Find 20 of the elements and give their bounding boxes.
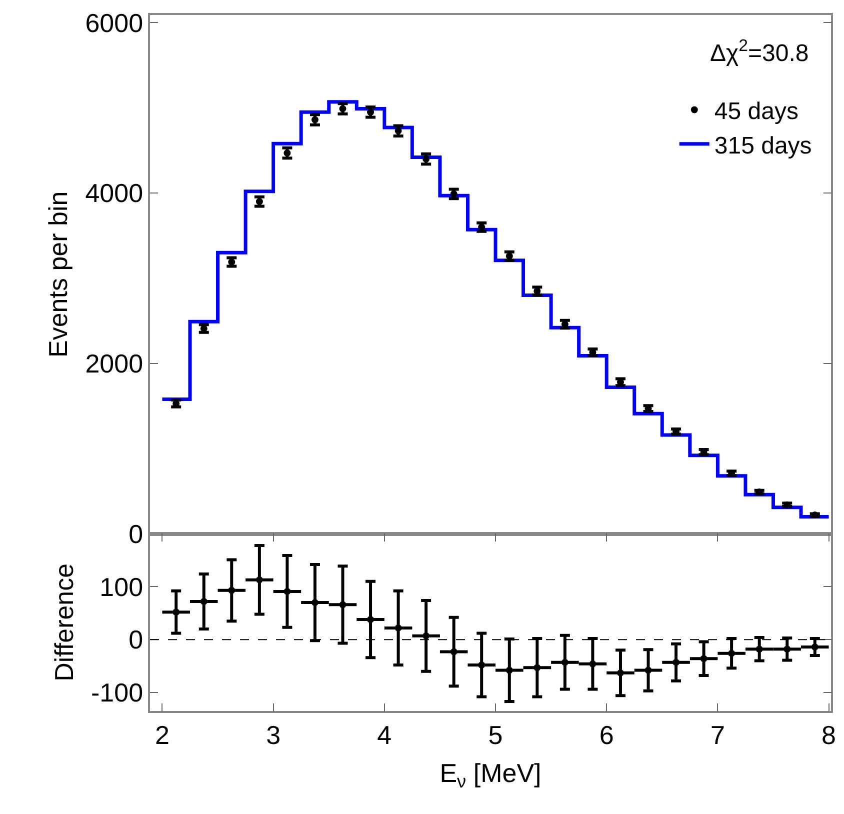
y-tick-label: 4000	[85, 178, 144, 208]
x-tick-label: 4	[377, 720, 392, 750]
y-tick-label: 0	[128, 624, 144, 655]
x-tick-label: 5	[488, 720, 503, 750]
y-tick-label: 2000	[85, 348, 144, 379]
x-axis-title: E$_{ν}$ [MeV]	[440, 758, 542, 792]
x-tick-label: 2	[154, 720, 170, 750]
y-axis-title: Events per bin	[43, 191, 74, 358]
x-tick-label: 3	[266, 720, 281, 750]
y-tick-label: 6000	[85, 8, 144, 38]
x-tick-label: 8	[822, 720, 836, 750]
y-tick-label: 0	[128, 518, 144, 549]
y-tick-label: 100	[100, 572, 144, 602]
x-tick-label: 7	[710, 720, 725, 750]
y-tick-label: -100	[91, 678, 144, 708]
legend-label: 315 days	[714, 132, 812, 160]
y-axis-title: Difference	[48, 563, 79, 682]
annotation: Δχ$^{2}$=30.8	[710, 36, 809, 68]
x-tick-label: 6	[599, 720, 614, 750]
legend-label: 45 days	[714, 98, 798, 126]
